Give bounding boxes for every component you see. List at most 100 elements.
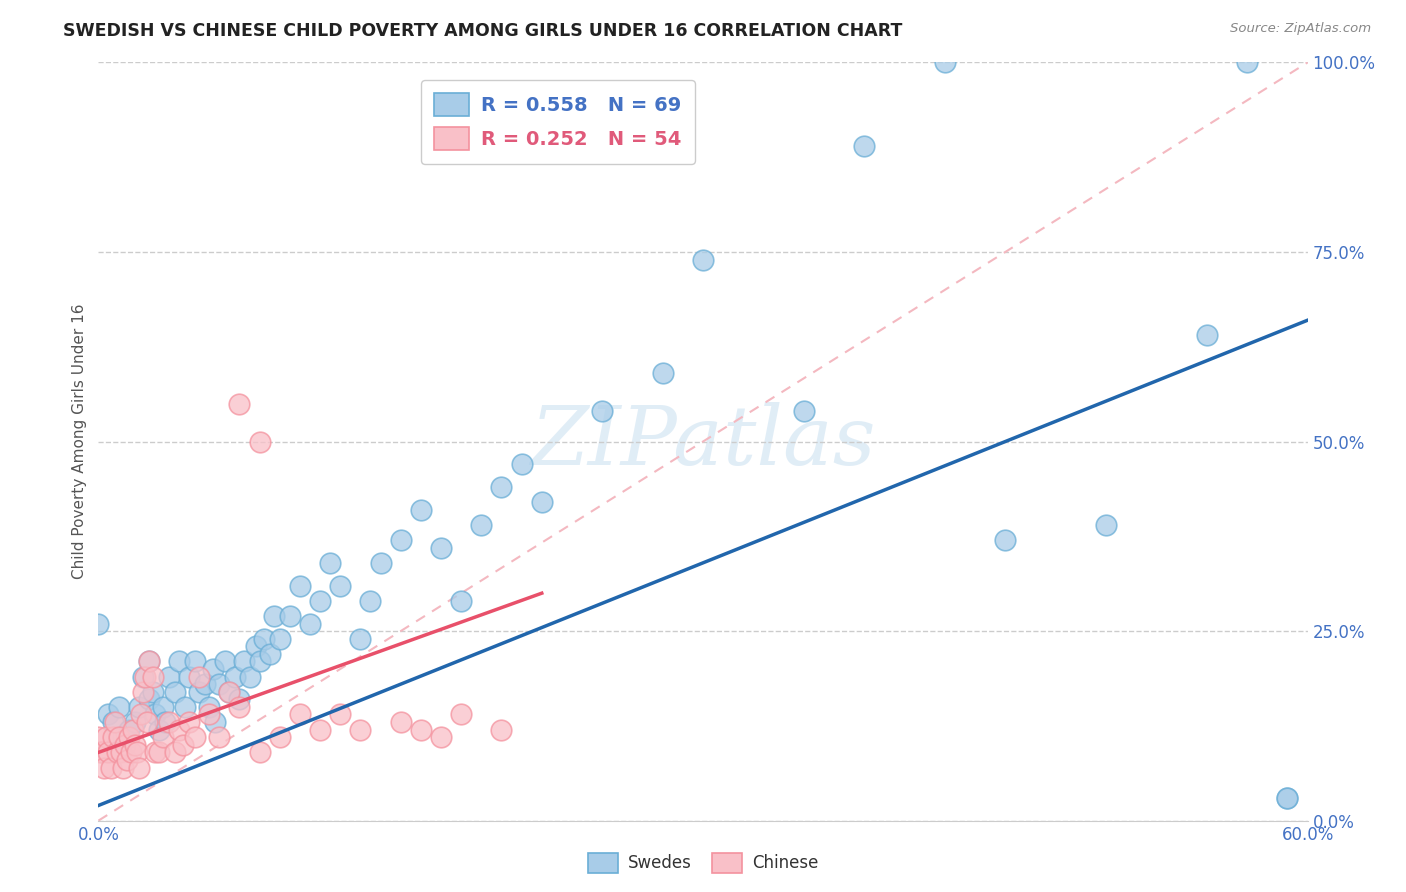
Point (118, 730, 141, 744)
Point (132, 669, 155, 683)
Point (1277, 791, 1299, 805)
Point (202, 662, 225, 676)
Point (129, 707, 152, 722)
Point (198, 699, 221, 714)
Point (530, 495, 553, 509)
Point (103, 715, 125, 730)
Point (138, 655, 160, 669)
Point (167, 723, 190, 737)
Point (692, 252, 714, 267)
Point (114, 738, 136, 752)
Point (96, 730, 118, 744)
Point (128, 760, 150, 774)
Point (152, 730, 174, 744)
Point (115, 753, 138, 767)
Point (134, 669, 156, 683)
Point (143, 746, 166, 760)
Point (143, 707, 166, 722)
Legend: Swedes, Chinese: Swedes, Chinese (581, 847, 825, 880)
Legend: R = 0.558   N = 69, R = 0.252   N = 54: R = 0.558 N = 69, R = 0.252 N = 54 (420, 79, 695, 163)
Point (118, 723, 141, 737)
Point (430, 541, 453, 555)
Point (269, 632, 291, 646)
Point (239, 669, 262, 683)
Point (111, 730, 134, 744)
Point (121, 723, 143, 737)
Point (1195, 328, 1218, 343)
Point (148, 723, 170, 737)
Point (349, 723, 371, 737)
Point (157, 669, 180, 683)
Point (214, 655, 236, 669)
Point (430, 730, 453, 744)
Point (218, 685, 240, 699)
Point (184, 730, 207, 744)
Text: Source: ZipAtlas.com: Source: ZipAtlas.com (1230, 22, 1371, 36)
Point (491, 723, 513, 737)
Point (87, 730, 110, 744)
Point (370, 556, 392, 570)
Point (278, 608, 301, 623)
Point (188, 685, 211, 699)
Point (263, 608, 285, 623)
Point (228, 396, 250, 410)
Point (93, 760, 115, 774)
Point (110, 746, 132, 760)
Point (288, 707, 311, 722)
Point (994, 533, 1017, 548)
Point (91, 746, 114, 760)
Point (309, 723, 332, 737)
Point (510, 458, 533, 472)
Point (218, 685, 240, 699)
Point (188, 669, 211, 683)
Point (253, 632, 276, 646)
Point (491, 480, 513, 494)
Point (87, 616, 110, 631)
Point (100, 760, 122, 774)
Point (89, 746, 111, 760)
Point (208, 677, 231, 691)
Point (128, 699, 150, 714)
Point (470, 517, 492, 532)
Point (934, 55, 956, 70)
Point (135, 715, 157, 730)
Point (245, 639, 267, 653)
Point (1095, 517, 1118, 532)
Point (194, 677, 217, 691)
Point (101, 715, 124, 730)
Point (299, 616, 322, 631)
Point (288, 579, 311, 593)
Point (249, 655, 271, 669)
Y-axis label: Child Poverty Among Girls Under 16: Child Poverty Among Girls Under 16 (72, 304, 87, 579)
Point (228, 692, 250, 706)
Point (259, 647, 281, 661)
Point (152, 699, 174, 714)
Point (179, 669, 201, 683)
Text: SWEDISH VS CHINESE CHILD POVERTY AMONG GIRLS UNDER 16 CORRELATION CHART: SWEDISH VS CHINESE CHILD POVERTY AMONG G… (63, 22, 903, 40)
Point (591, 404, 613, 418)
Point (349, 632, 371, 646)
Point (142, 669, 165, 683)
Point (793, 404, 815, 418)
Point (148, 746, 170, 760)
Point (450, 594, 472, 608)
Point (172, 738, 194, 752)
Point (198, 707, 221, 722)
Point (204, 715, 226, 730)
Point (124, 715, 146, 730)
Point (132, 685, 155, 699)
Point (111, 760, 134, 774)
Point (107, 699, 129, 714)
Point (249, 746, 271, 760)
Point (389, 533, 412, 548)
Point (249, 434, 271, 449)
Point (450, 707, 472, 722)
Point (163, 685, 186, 699)
Point (232, 655, 254, 669)
Point (319, 556, 342, 570)
Point (97, 707, 120, 722)
Point (138, 692, 160, 706)
Point (651, 366, 673, 380)
Point (853, 138, 876, 153)
Point (163, 746, 186, 760)
